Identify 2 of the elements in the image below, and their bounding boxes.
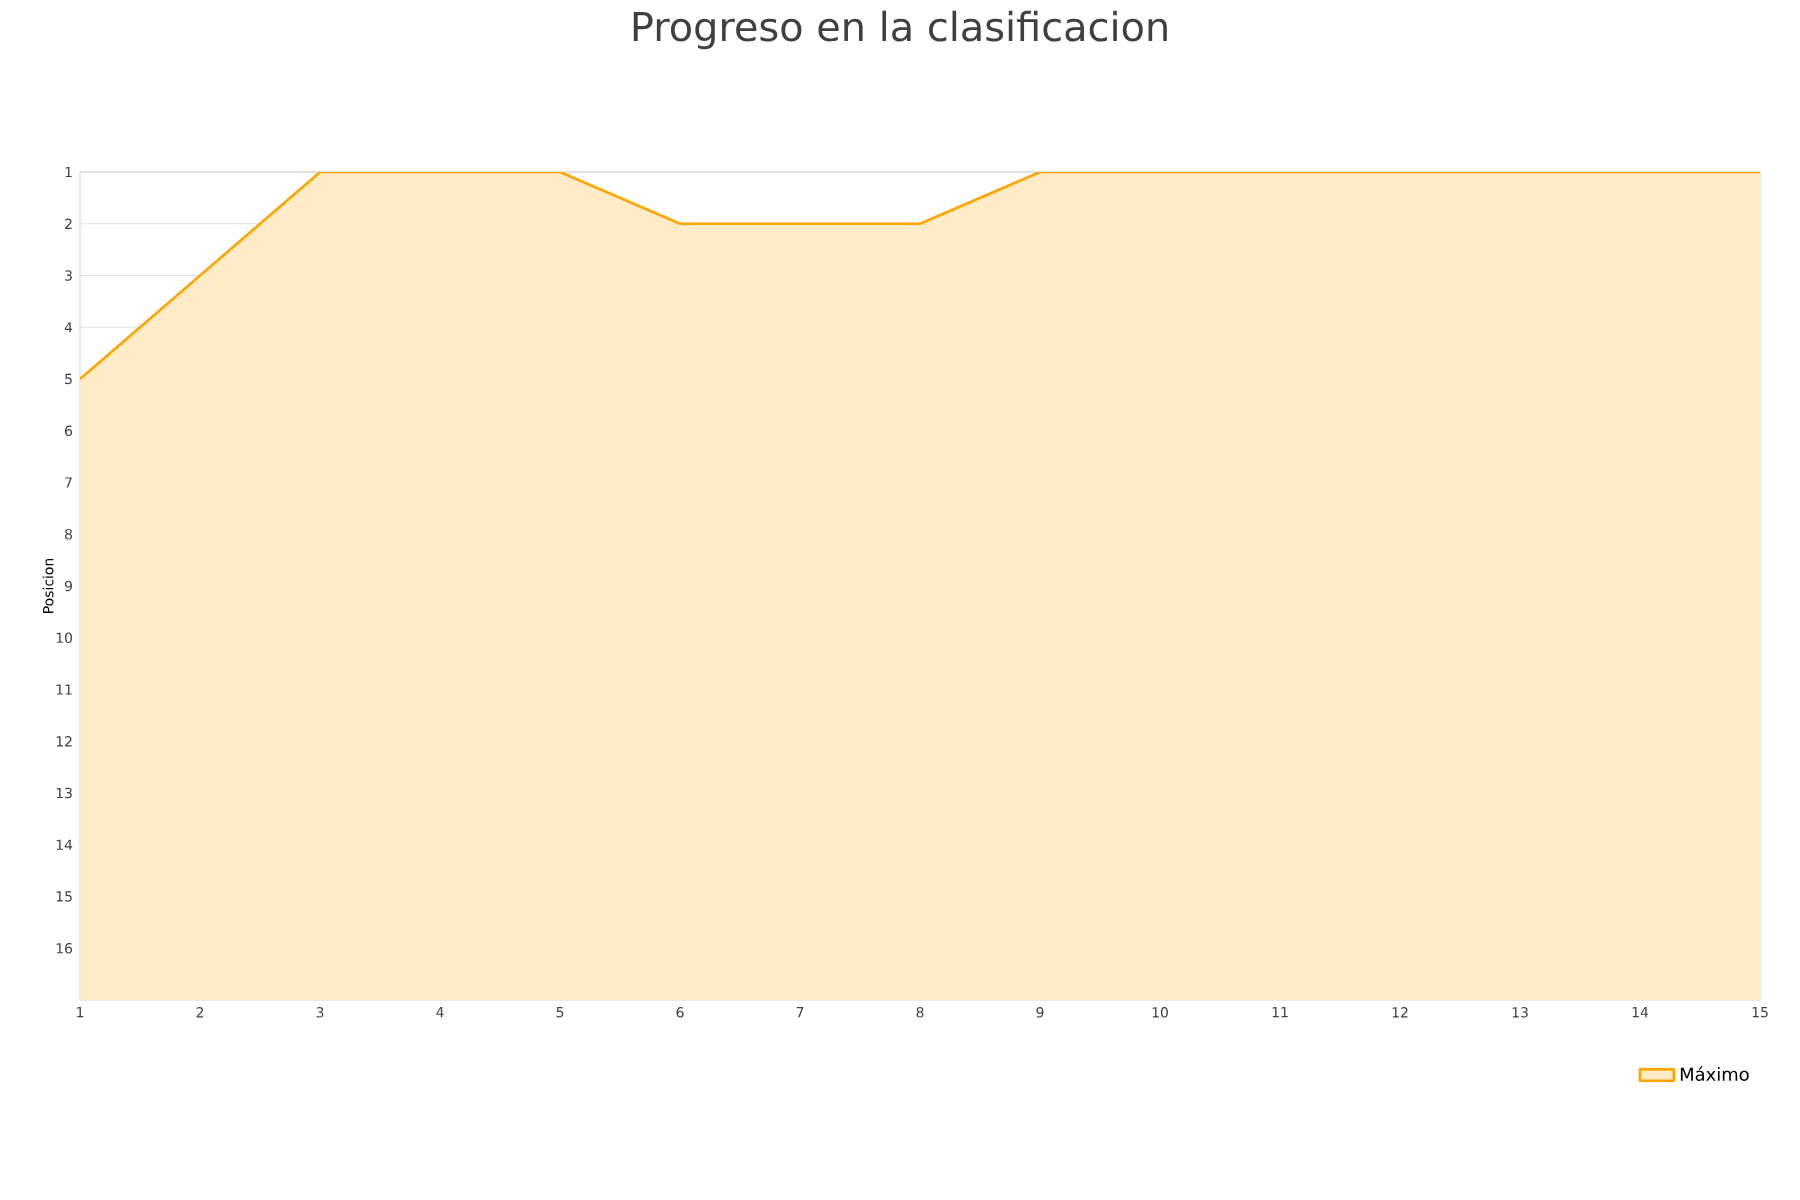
legend-label: Máximo	[1680, 1066, 1749, 1081]
chart-title: Progreso en la clasificacion	[633, 10, 1167, 50]
